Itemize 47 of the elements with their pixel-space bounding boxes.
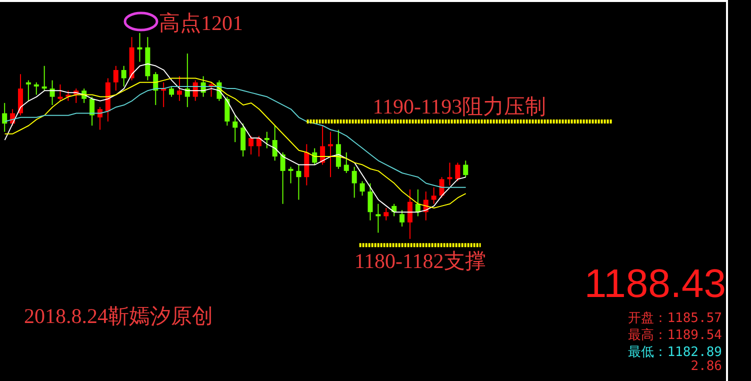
text: 最低：1182.89 (628, 344, 722, 360)
text: 1188.43 (584, 262, 726, 307)
candlestick (376, 203, 381, 234)
candlestick (368, 182, 373, 221)
candlestick (447, 162, 452, 186)
candlestick (455, 162, 460, 182)
candlestick (137, 32, 142, 62)
candlestick (272, 125, 278, 162)
candlestick (296, 164, 302, 200)
candlestick (352, 166, 357, 198)
candlestick (328, 131, 333, 178)
candlestick (384, 208, 389, 221)
candlestick (400, 210, 405, 228)
candlestick (90, 96, 95, 126)
candlestick (224, 96, 230, 126)
candlestick (66, 90, 71, 102)
text: 开盘：1185.57 (628, 310, 722, 327)
candlestick (169, 86, 174, 98)
ref-line-label: 1180-1182支撑 (354, 248, 486, 273)
candlestick (2, 102, 8, 132)
candlestick (34, 82, 39, 96)
candlestick (176, 76, 182, 102)
candlestick (232, 114, 238, 143)
annotation: 高点1201 (159, 10, 243, 37)
candlestick (431, 186, 436, 204)
candlestick (264, 131, 270, 149)
text: 2.86 (690, 359, 722, 374)
candlestick (463, 160, 468, 178)
candlestick (407, 188, 412, 240)
text: 最高：1189.54 (628, 327, 722, 344)
candlestick (58, 84, 63, 102)
candlestick (344, 152, 349, 174)
candlestick (97, 106, 102, 130)
candlestick (50, 80, 55, 106)
candlestick (288, 166, 294, 184)
candlestick (42, 65, 47, 92)
candlestick (121, 65, 126, 87)
ref-line-label: 1190-1193阻力压制 (372, 94, 546, 119)
candlestick (280, 152, 286, 204)
candlestick (240, 123, 246, 158)
candlestick (26, 80, 31, 102)
candlestick (184, 53, 190, 108)
candlestick (360, 180, 365, 196)
candlestick (336, 129, 341, 170)
candlestick (113, 65, 118, 92)
candlestick (248, 135, 254, 155)
text: 2018.8.24靳嫣汐原创 (24, 303, 213, 330)
